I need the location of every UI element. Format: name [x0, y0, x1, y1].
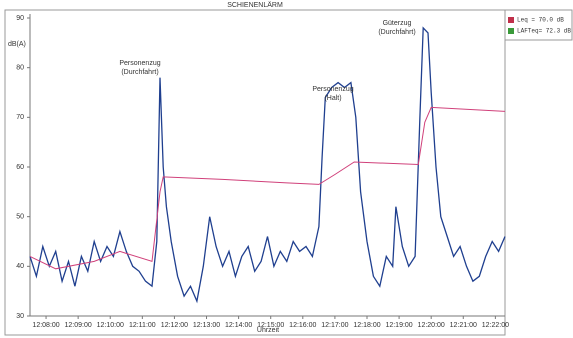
series-line [29, 106, 506, 270]
x-tick-label: 12:16:00 [289, 322, 316, 329]
annotation: (Durchfahrt) [121, 69, 158, 76]
y-tick-label: 40 [16, 263, 24, 270]
x-tick-label: 12:14:00 [225, 322, 252, 329]
y-axis-label: dB(A) [8, 41, 26, 48]
x-tick-label: 12:10:00 [97, 322, 124, 329]
x-tick-label: 12:18:00 [353, 322, 380, 329]
x-tick-label: 12:21:00 [450, 322, 477, 329]
chart-frame [4, 9, 506, 336]
x-tick-label: 12:12:00 [161, 322, 188, 329]
x-tick-label: 12:11:00 [129, 322, 156, 329]
annotation: (Durchfahrt) [378, 29, 415, 36]
annotation: (Halt) [324, 95, 341, 102]
x-tick-label: 12:09:00 [65, 322, 92, 329]
legend-label: Leq = 70.0 dB [517, 17, 564, 24]
x-tick-label: 12:22:00 [482, 322, 509, 329]
x-tick-label: 12:20:00 [418, 322, 445, 329]
x-tick-label: 12:15:00 [257, 322, 284, 329]
legend-box [504, 9, 573, 41]
annotation: Personenzug [312, 86, 353, 93]
annotation: Güterzug [383, 20, 412, 27]
legend-swatch [508, 28, 514, 34]
legend-label: LAFTeq= 72.3 dB [517, 28, 571, 35]
y-tick-label: 30 [16, 313, 24, 320]
y-tick-label: 90 [16, 15, 24, 22]
x-axis-label: Uhrzeit [257, 327, 279, 334]
annotation: Personenzug [119, 60, 160, 67]
series-line [29, 26, 506, 304]
x-tick-label: 12:19:00 [385, 322, 412, 329]
y-tick-label: 60 [16, 164, 24, 171]
x-tick-label: 12:17:00 [321, 322, 348, 329]
y-tick-label: 70 [16, 114, 24, 121]
y-tick-label: 80 [16, 65, 24, 72]
legend-swatch [508, 17, 514, 23]
chart-title: SCHIENENLÄRM [227, 1, 283, 9]
x-tick-label: 12:08:00 [32, 322, 59, 329]
x-tick-label: 12:13:00 [193, 322, 220, 329]
y-tick-label: 50 [16, 214, 24, 221]
